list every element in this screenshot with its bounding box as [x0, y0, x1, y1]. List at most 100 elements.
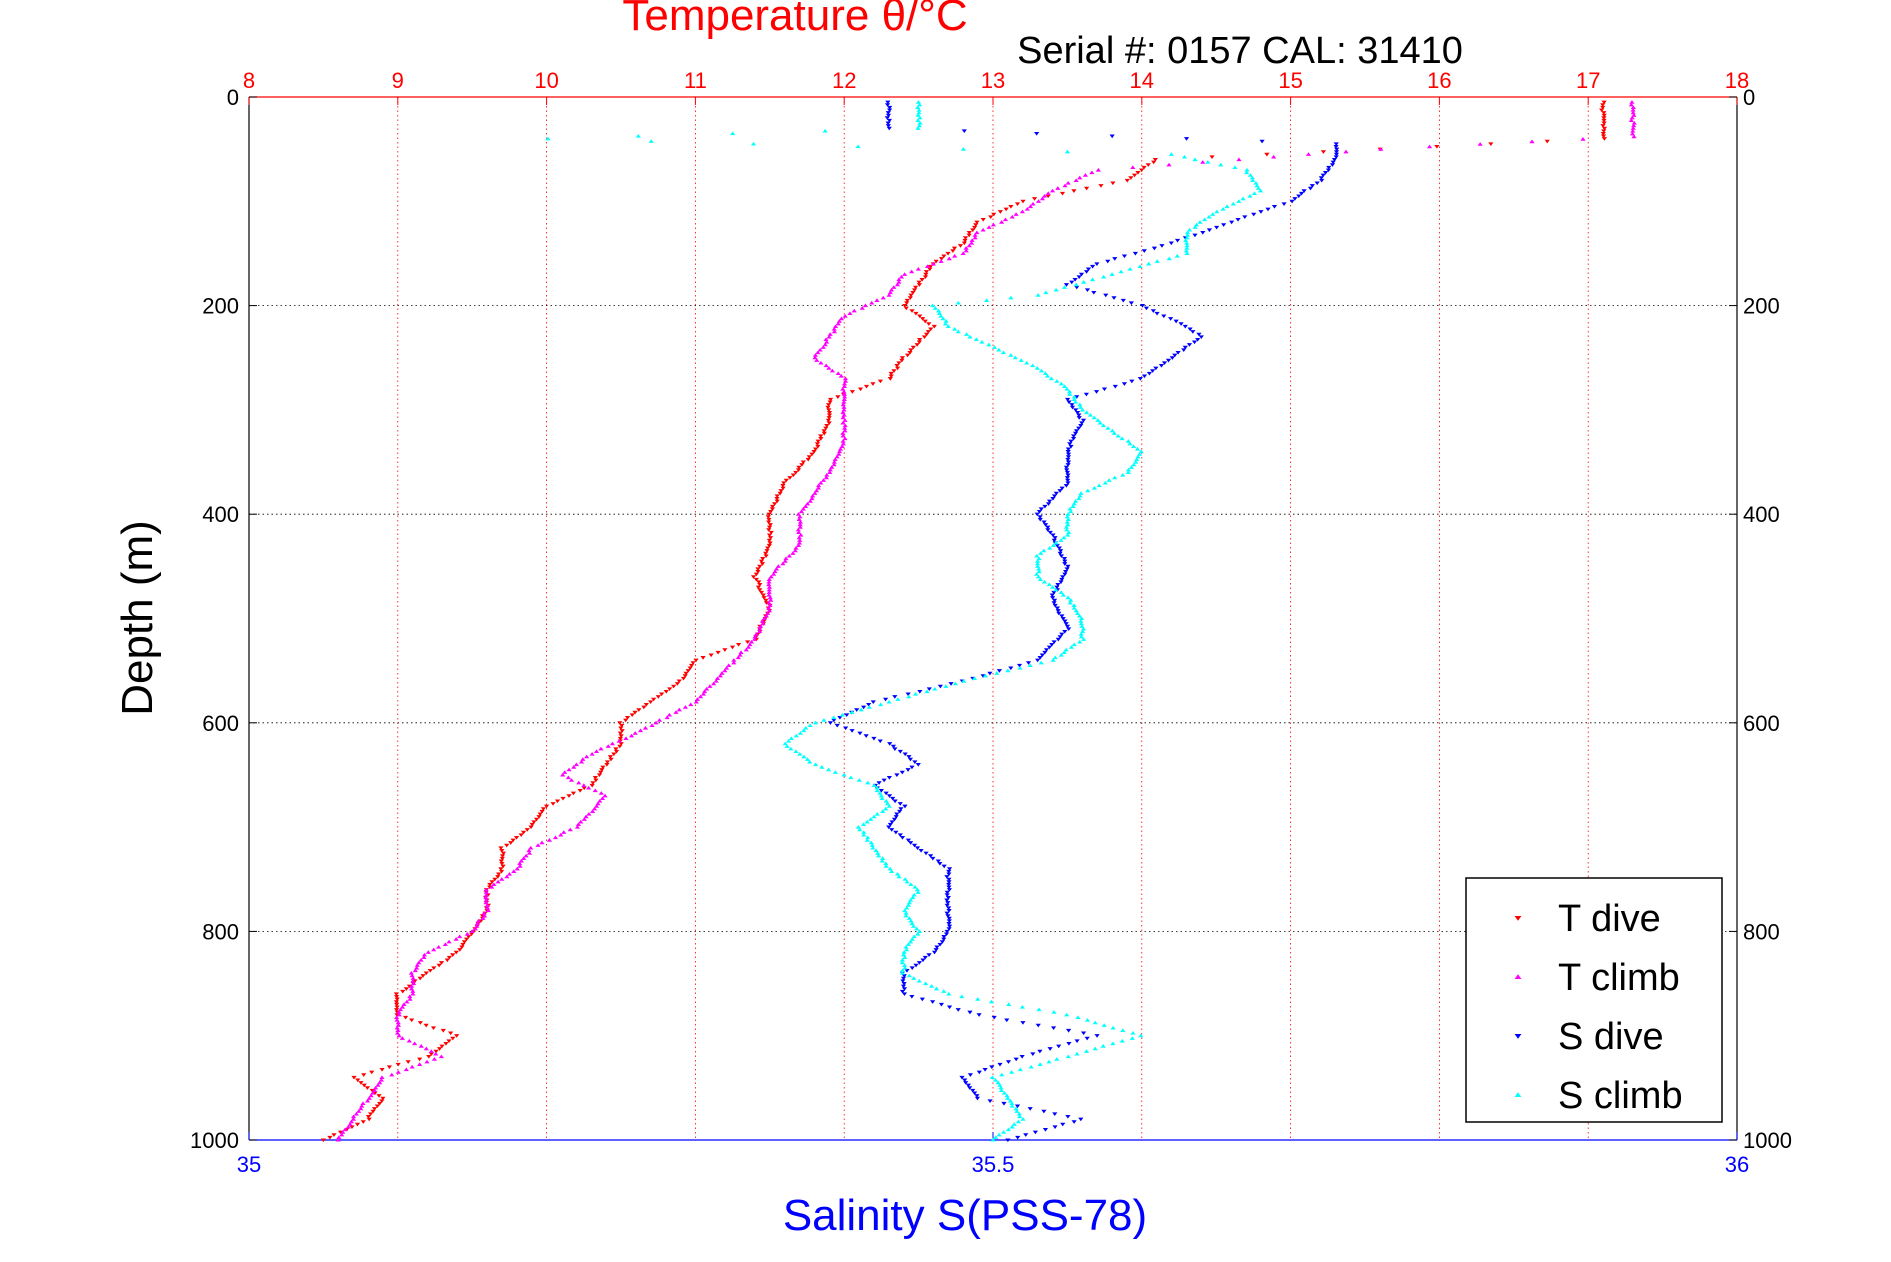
- data-point: [360, 1101, 366, 1106]
- data-point: [1109, 134, 1115, 139]
- data-point: [836, 319, 842, 323]
- data-point: [1257, 188, 1264, 193]
- data-point: [368, 1093, 374, 1098]
- data-point: [866, 702, 872, 707]
- data-point: [747, 642, 753, 647]
- data-point: [907, 350, 913, 355]
- data-point: [1378, 147, 1384, 151]
- data-point: [351, 1075, 357, 1080]
- data-point: [989, 1075, 995, 1079]
- data-point: [915, 890, 921, 894]
- data-point: [908, 293, 914, 298]
- data-point: [1069, 280, 1075, 285]
- data-point: [976, 1013, 982, 1017]
- data-point: [752, 634, 758, 639]
- data-point: [886, 108, 893, 113]
- data-point: [1071, 603, 1077, 608]
- data-point: [916, 283, 922, 287]
- data-point: [900, 984, 907, 989]
- data-point: [960, 251, 966, 256]
- data-point: [1076, 613, 1083, 618]
- data-point: [394, 997, 400, 1002]
- data-point: [991, 345, 998, 349]
- data-point: [840, 410, 846, 415]
- data-point: [927, 264, 934, 269]
- data-point: [1042, 650, 1048, 655]
- data-point: [1631, 120, 1637, 125]
- data-point: [1235, 217, 1241, 222]
- data-point: [1013, 212, 1019, 216]
- data-point: [1005, 1138, 1011, 1143]
- data-point: [839, 444, 845, 448]
- data-point: [1601, 113, 1607, 118]
- data-point: [795, 543, 802, 548]
- data-point: [1601, 126, 1608, 131]
- legend-label: S dive: [1558, 1016, 1664, 1058]
- data-point: [446, 955, 453, 960]
- data-point: [379, 1075, 385, 1079]
- data-point: [996, 669, 1003, 673]
- data-point: [1018, 358, 1024, 362]
- data-point: [1009, 1104, 1015, 1108]
- data-point: [763, 598, 769, 603]
- data-point: [1047, 546, 1053, 550]
- data-point: [1305, 152, 1312, 156]
- data-point: [905, 692, 911, 697]
- data-point: [380, 1096, 386, 1101]
- data-point: [682, 674, 688, 678]
- data-point: [418, 958, 424, 962]
- data-point: [1600, 103, 1606, 107]
- data-point: [766, 517, 772, 522]
- data-point: [763, 554, 769, 558]
- data-point: [896, 874, 902, 879]
- depth-tick-label-left: 600: [202, 711, 239, 736]
- legend-label: T dive: [1558, 898, 1661, 940]
- series-s-dive: [827, 100, 1340, 1143]
- data-point: [899, 960, 905, 965]
- data-point: [1014, 1109, 1020, 1113]
- data-point: [993, 1135, 999, 1139]
- legend-marker: [1514, 1033, 1522, 1039]
- data-point: [826, 410, 833, 415]
- data-point: [766, 533, 773, 538]
- data-point: [480, 916, 486, 920]
- data-point: [866, 705, 872, 709]
- data-point: [394, 1025, 400, 1030]
- data-point: [1173, 319, 1179, 324]
- data-point: [693, 699, 699, 704]
- data-point: [475, 918, 482, 923]
- data-point: [499, 854, 506, 858]
- data-point: [898, 274, 905, 279]
- data-point: [439, 1044, 445, 1049]
- data-point: [1046, 499, 1053, 504]
- data-point: [1035, 559, 1041, 563]
- data-point: [841, 397, 847, 402]
- data-point: [797, 752, 803, 756]
- data-point: [403, 987, 409, 991]
- data-point: [1004, 1018, 1010, 1023]
- data-point: [453, 950, 459, 955]
- data-point: [962, 238, 968, 243]
- data-point: [1071, 189, 1077, 193]
- data-point: [1307, 186, 1314, 191]
- data-point: [883, 864, 889, 868]
- data-point: [655, 695, 661, 699]
- data-point: [1631, 113, 1637, 117]
- data-point: [1050, 596, 1056, 600]
- data-point: [932, 686, 938, 691]
- data-point: [1115, 433, 1121, 438]
- data-point: [982, 1068, 988, 1072]
- data-point: [1138, 1033, 1144, 1038]
- data-point: [499, 849, 505, 853]
- data-point: [578, 819, 584, 824]
- data-point: [487, 882, 493, 887]
- data-point: [523, 853, 529, 858]
- data-point: [837, 716, 843, 720]
- data-point: [758, 559, 765, 564]
- data-point: [1125, 439, 1131, 443]
- data-point: [1068, 509, 1074, 514]
- data-point: [939, 940, 945, 944]
- data-point: [873, 848, 879, 853]
- data-point: [417, 1062, 423, 1066]
- data-point: [531, 820, 537, 824]
